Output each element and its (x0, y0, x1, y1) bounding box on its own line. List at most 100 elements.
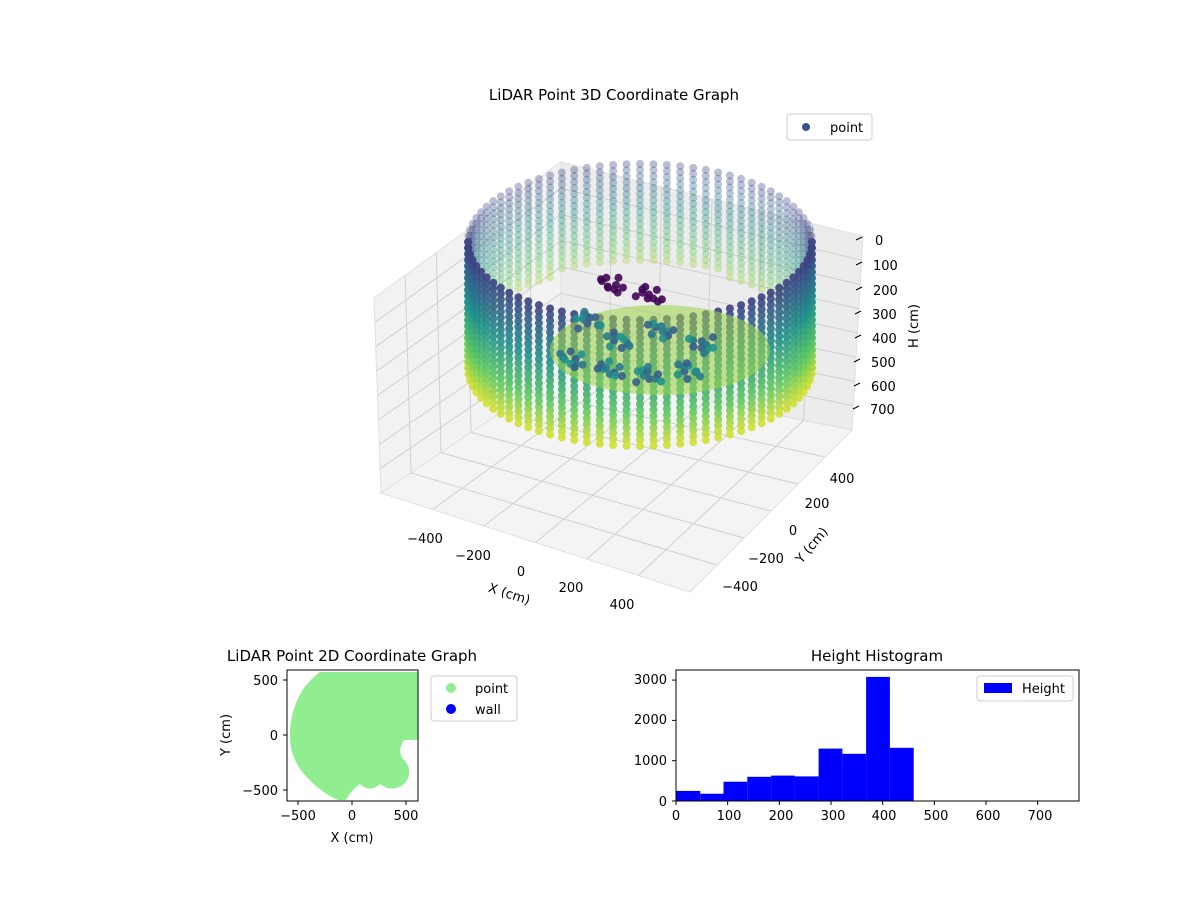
chart-3d-point (609, 185, 618, 193)
chart-3d-point (570, 363, 579, 372)
chart-3d-point (570, 388, 579, 397)
chart-3d-point (775, 331, 784, 340)
chart-3d-point (676, 421, 685, 430)
chart-3d-point (747, 297, 756, 306)
chart-3d-point (766, 306, 775, 315)
chart-3d-point (582, 181, 591, 190)
chart-3d-point (794, 267, 803, 276)
chart-3d-point (689, 205, 698, 214)
chart-3d-point (546, 328, 555, 337)
chart-3d-point (701, 237, 710, 246)
chart-3d-point (557, 379, 566, 388)
chart-3d-point (725, 195, 734, 204)
chart-3d-point (489, 296, 498, 305)
chart-3d-z-ticks: 0 100 200 300 400 500 600 700 (852, 234, 898, 418)
chart-3d-point (676, 222, 685, 231)
chart-3d-point (505, 390, 514, 399)
chart-3d-point (737, 385, 746, 394)
chart-3d-point (714, 216, 723, 225)
chart-3d-point (582, 229, 591, 238)
chart-3d-point (514, 359, 523, 368)
chart-3d-point (766, 223, 775, 232)
chart-3d-point (496, 222, 505, 231)
chart-3d-point (747, 250, 756, 259)
chart-3d-point (766, 288, 775, 297)
chart-3d-point (662, 405, 671, 413)
chart-3d-point (489, 308, 498, 317)
chart-3d-point (591, 313, 600, 322)
chart-3d-point (477, 232, 486, 241)
chart-3d-point (747, 256, 756, 265)
chart-3d-point (482, 393, 491, 402)
chart-3d-point (557, 198, 566, 207)
chart-3d-point (737, 192, 746, 201)
chart-3d-xlabel: X (cm) (486, 581, 532, 609)
chart-3d-point (676, 204, 685, 213)
chart-3d-point (482, 309, 491, 318)
chart-3d-point (534, 421, 543, 430)
chart-2d-legend-marker-wall (446, 704, 456, 714)
chart-3d-point (676, 403, 685, 412)
chart-3d-point (546, 418, 555, 427)
chart-3d-point (514, 305, 523, 314)
chart-3d-point (747, 238, 756, 247)
chart-3d-point (775, 325, 784, 334)
chart-3d-point (514, 395, 523, 404)
histogram-bar (723, 781, 748, 801)
chart-3d-point (582, 384, 591, 393)
chart-3d-point (605, 357, 614, 366)
chart-3d-point (595, 234, 604, 243)
chart-3d-point (477, 238, 486, 247)
chart-3d-point (714, 192, 723, 201)
chart-3d-point (714, 168, 723, 177)
chart-3d-point (737, 397, 746, 406)
chart-3d-point (757, 317, 766, 326)
chart-3d-point (496, 228, 505, 237)
chart-3d-point (464, 238, 472, 246)
chart-3d-point (496, 403, 505, 412)
chart-3d-point (775, 349, 784, 358)
chart-3d-point (747, 232, 756, 241)
chart-3d-ztick-mark (854, 334, 862, 339)
chart-3d-point (505, 354, 514, 363)
chart-3d-point (557, 258, 566, 267)
chart-3d-point (725, 400, 734, 409)
chart-3d-point (482, 363, 491, 372)
chart-3d-point (689, 432, 698, 441)
chart-3d-point (557, 180, 566, 189)
chart-3d-point (782, 398, 791, 407)
chart-3d-point (514, 278, 523, 287)
chart-3d-ytick: 400 (830, 472, 855, 487)
chart-3d-point (505, 253, 514, 262)
chart-3d-point (609, 405, 618, 413)
chart-3d-point (482, 202, 491, 211)
chart-3d-point (782, 356, 791, 365)
chart-3d-point (514, 266, 523, 275)
chart-3d-point (622, 190, 631, 199)
chart-3d-point (775, 289, 784, 298)
chart-3d-point (582, 217, 591, 226)
chart-3d-point (534, 343, 543, 352)
chart-3d-point (789, 363, 798, 372)
histogram-ytick: 3000 (634, 673, 667, 688)
chart-3d-point (789, 250, 798, 259)
chart-3d-point (789, 369, 798, 378)
chart-3d-point (514, 200, 523, 209)
chart-3d-point (514, 188, 523, 197)
chart-3d-point (514, 335, 523, 344)
chart-3d-point (534, 240, 543, 249)
histogram-bars (676, 676, 914, 801)
chart-3d-point (676, 433, 685, 442)
chart-3d-point (546, 358, 555, 367)
chart-3d-point (747, 381, 756, 390)
chart-3d-point (782, 362, 791, 371)
chart-3d-point (649, 405, 658, 414)
chart-3d-point (514, 293, 523, 302)
chart-3d-point (757, 254, 766, 263)
chart-3d-point (725, 189, 734, 198)
chart-3d-point (766, 211, 775, 220)
chart-3d-point (775, 379, 784, 388)
chart-3d-point (514, 218, 523, 227)
chart-3d-point (505, 223, 514, 232)
chart-3d-point (482, 220, 491, 229)
